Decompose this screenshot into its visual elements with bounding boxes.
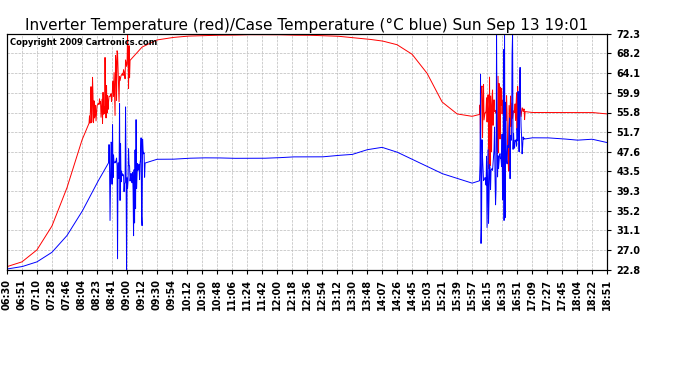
Text: Copyright 2009 Cartronics.com: Copyright 2009 Cartronics.com <box>10 39 157 48</box>
Title: Inverter Temperature (red)/Case Temperature (°C blue) Sun Sep 13 19:01: Inverter Temperature (red)/Case Temperat… <box>26 18 589 33</box>
